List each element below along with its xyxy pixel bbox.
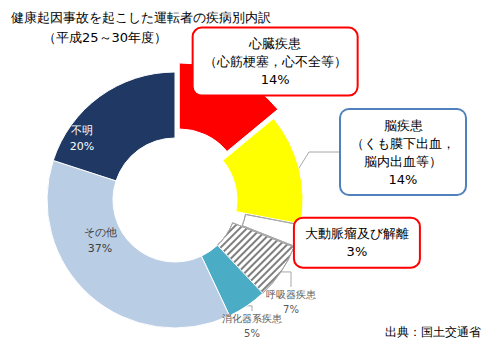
svg-text:脳内出血等）: 脳内出血等）: [364, 154, 442, 169]
svg-text:20%: 20%: [70, 140, 94, 153]
svg-text:消化器系疾患: 消化器系疾患: [222, 313, 282, 324]
svg-text:健康起因事故を起こした運転者の疾病別内訳: 健康起因事故を起こした運転者の疾病別内訳: [11, 10, 271, 25]
svg-text:（平成25～30年度）: （平成25～30年度）: [43, 30, 167, 45]
svg-text:37%: 37%: [88, 242, 112, 255]
svg-text:呼吸器疾患: 呼吸器疾患: [266, 289, 316, 300]
svg-text:5%: 5%: [244, 328, 260, 339]
svg-text:心臓疾患: 心臓疾患: [248, 36, 301, 51]
svg-text:14%: 14%: [389, 172, 418, 187]
svg-text:その他: その他: [84, 226, 117, 239]
svg-text:大動脈瘤及び解離: 大動脈瘤及び解離: [305, 226, 409, 241]
svg-text:14%: 14%: [261, 72, 290, 87]
svg-text:（くも膜下出血，: （くも膜下出血，: [351, 136, 455, 151]
svg-text:7%: 7%: [283, 304, 299, 315]
svg-text:出典：国土交通省: 出典：国土交通省: [385, 325, 481, 339]
svg-text:脳疾患: 脳疾患: [384, 118, 423, 133]
svg-text:（心筋梗塞，心不全等）: （心筋梗塞，心不全等）: [204, 54, 347, 69]
svg-text:3%: 3%: [347, 244, 368, 259]
svg-text:不明: 不明: [71, 124, 93, 137]
